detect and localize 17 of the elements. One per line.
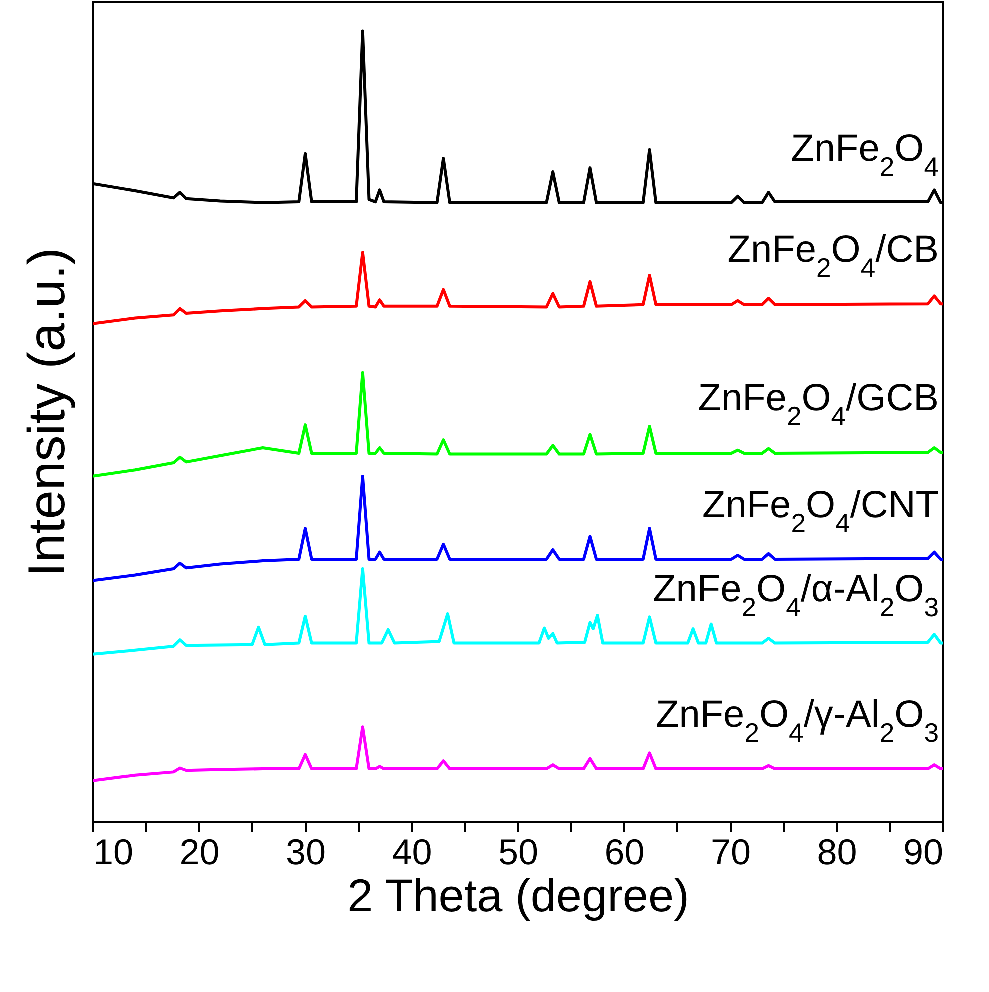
x-tick-label: 50 [498,832,539,872]
series-label: ZnFe$_{2}$O$_{4}$ [791,128,940,182]
x-tick-label: 60 [604,832,645,872]
series-label: ZnFe$_{2}$O$_{4}$/α-Al$_{2}$O$_{3}$ [653,568,939,622]
series-label: ZnFe$_{2}$O$_{4}$/GCB [698,378,939,432]
x-tick-label: 20 [180,832,220,872]
x-tick-label: 40 [392,832,432,872]
x-tick-label: 90 [903,832,944,872]
x-tick-label: 10 [94,832,134,872]
y-axis-title: Intensity (a.u.) [18,248,76,578]
x-axis-title: 2 Theta (degree) [348,870,690,922]
x-tick-label: 70 [710,832,752,872]
series-label: ZnFe$_{2}$O$_{4}$/CNT [702,484,939,538]
series-label: ZnFe$_{2}$O$_{4}$/γ-Al$_{2}$O$_{3}$ [656,694,939,748]
x-tick-label: 30 [286,832,326,872]
x-tick-label: 80 [817,832,858,872]
series-label: ZnFe$_{2}$O$_{4}$/CB [728,229,939,284]
